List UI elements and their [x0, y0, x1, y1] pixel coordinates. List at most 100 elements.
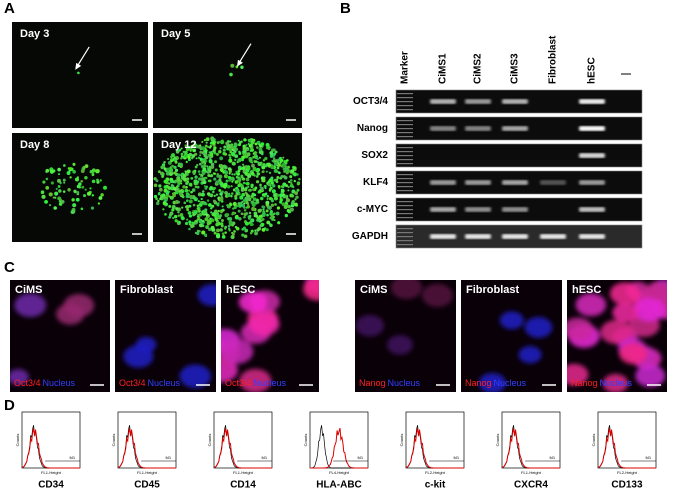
cell — [283, 204, 288, 209]
cell — [201, 224, 205, 228]
cell — [258, 147, 263, 152]
cell — [252, 166, 257, 171]
cell — [276, 166, 280, 170]
confocal-image: CiMS Nanog Nucleus — [355, 280, 456, 392]
cell — [188, 199, 193, 204]
cell — [237, 169, 241, 173]
cell — [169, 211, 174, 216]
cell — [197, 213, 200, 216]
nucleus — [609, 282, 641, 305]
cell — [57, 173, 61, 176]
nucleus — [303, 280, 319, 301]
cell — [49, 169, 54, 174]
cell — [193, 141, 197, 144]
nucleus — [197, 284, 216, 306]
cell — [182, 173, 187, 178]
cell — [242, 144, 246, 148]
micrograph: Day 5 — [153, 22, 302, 128]
cell — [70, 210, 75, 215]
cell — [183, 153, 188, 158]
cell — [235, 216, 239, 220]
cell — [186, 178, 189, 181]
cell — [279, 200, 283, 204]
image-background — [12, 22, 148, 128]
nucleus — [499, 311, 524, 330]
cell — [163, 185, 168, 189]
cell — [243, 153, 246, 156]
cell — [241, 233, 245, 237]
cell — [174, 219, 178, 223]
ladder-band — [397, 132, 413, 134]
cell — [219, 147, 222, 150]
cell — [177, 164, 181, 168]
cell — [212, 149, 216, 153]
nucleus — [518, 346, 542, 364]
cell — [74, 177, 80, 182]
ladder-band — [397, 147, 413, 149]
cell — [175, 207, 179, 211]
cell — [58, 189, 62, 193]
cell — [83, 194, 87, 198]
cell — [186, 208, 189, 212]
cell — [246, 148, 249, 152]
cell — [162, 201, 167, 206]
cell — [91, 194, 94, 197]
gate-label: M1 — [262, 455, 268, 460]
cell — [296, 181, 301, 185]
gene-label: OCT3/4 — [353, 96, 388, 107]
cell — [275, 212, 279, 216]
sample-curve — [310, 427, 368, 469]
cell — [191, 154, 196, 158]
gate-label: M1 — [166, 455, 172, 460]
cell — [262, 205, 266, 209]
cell — [285, 184, 289, 188]
cell — [231, 180, 234, 183]
nucleus — [567, 317, 594, 341]
cell — [225, 179, 229, 183]
cell — [201, 219, 205, 223]
cell — [162, 172, 165, 176]
cell — [42, 180, 46, 184]
cell — [198, 177, 202, 181]
cell — [213, 231, 217, 235]
cell — [259, 144, 262, 148]
cell — [267, 205, 272, 210]
cell — [158, 184, 162, 188]
cell — [179, 179, 183, 183]
cell — [175, 191, 179, 195]
cell — [208, 158, 213, 163]
cell — [210, 162, 215, 167]
cell — [171, 208, 175, 212]
ladder-band — [397, 109, 413, 111]
cell — [195, 157, 198, 160]
cell — [231, 161, 236, 166]
cell — [242, 226, 246, 230]
lane-header: Marker — [400, 51, 411, 84]
cell — [205, 213, 209, 217]
cell — [199, 201, 203, 204]
cell — [165, 193, 170, 198]
cell — [199, 144, 202, 147]
cell — [253, 193, 257, 197]
cell — [273, 161, 278, 166]
ladder-band — [397, 201, 413, 203]
cell — [269, 216, 272, 220]
image-label: Day 12 — [161, 139, 196, 151]
stain: Oct3/4 — [119, 378, 146, 388]
cell — [202, 167, 207, 172]
image-title: CiMS — [360, 284, 388, 296]
cell — [190, 184, 193, 187]
cell — [236, 227, 240, 231]
nucleus — [248, 312, 280, 336]
cell — [45, 177, 49, 181]
cell — [199, 154, 202, 157]
cell — [296, 173, 299, 176]
cell — [228, 220, 233, 225]
cell — [196, 185, 200, 189]
nucleus — [14, 293, 47, 318]
cell — [248, 211, 252, 215]
counterstain: Nucleus — [43, 378, 76, 388]
cell — [286, 209, 290, 213]
counterstain: Nucleus — [148, 378, 181, 388]
cell — [226, 193, 231, 198]
